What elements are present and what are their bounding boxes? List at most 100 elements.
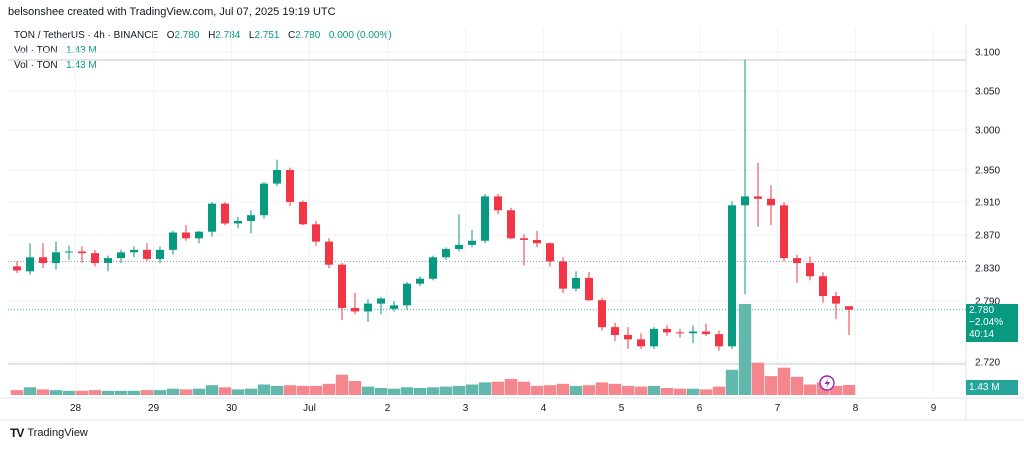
candle-body xyxy=(611,327,619,335)
x-tick-label: 2 xyxy=(385,403,391,414)
legend-high-value: 2.784 xyxy=(215,30,241,41)
candles[interactable] xyxy=(13,59,853,351)
time-axis[interactable]: 28 29 30 Jul 2 3 4 5 6 7 8 9 xyxy=(70,403,937,414)
candle[interactable] xyxy=(273,159,281,186)
candle[interactable] xyxy=(455,214,463,252)
candle[interactable] xyxy=(390,301,398,312)
candle[interactable] xyxy=(65,245,73,260)
candle[interactable] xyxy=(741,59,749,295)
candle[interactable] xyxy=(182,225,190,241)
candle[interactable] xyxy=(715,330,723,351)
candle[interactable] xyxy=(13,261,21,273)
candle[interactable] xyxy=(208,202,216,237)
candle[interactable] xyxy=(104,255,112,272)
candle[interactable] xyxy=(403,282,411,310)
candle-body xyxy=(169,232,177,250)
volume-bar xyxy=(153,390,167,395)
grid-lines xyxy=(0,24,1024,421)
candle-body xyxy=(351,307,359,312)
candle[interactable] xyxy=(650,327,658,349)
candle[interactable] xyxy=(780,202,788,262)
volume-bar xyxy=(309,385,323,395)
candle[interactable] xyxy=(429,255,437,281)
candle[interactable] xyxy=(676,328,684,338)
candle-body xyxy=(715,334,723,347)
candle[interactable] xyxy=(728,201,736,349)
candle[interactable] xyxy=(468,230,476,248)
price-axis[interactable]: 3.100 3.050 3.000 2.950 2.910 2.870 2.830 2.790… xyxy=(975,48,1000,369)
candle-body xyxy=(546,243,554,262)
candle[interactable] xyxy=(247,210,255,234)
candle-body xyxy=(767,198,775,206)
candle[interactable] xyxy=(819,272,827,303)
candle[interactable] xyxy=(533,230,541,248)
candle[interactable] xyxy=(442,247,450,260)
volume-bar xyxy=(400,387,414,395)
candle[interactable] xyxy=(585,272,593,301)
candle[interactable] xyxy=(637,333,645,349)
candle[interactable] xyxy=(598,297,606,331)
volume-bar xyxy=(101,390,115,395)
candle[interactable] xyxy=(689,325,697,343)
candle[interactable] xyxy=(195,230,203,244)
lightning-icon[interactable] xyxy=(819,375,835,391)
tradingview-logo[interactable]: TV TradingView xyxy=(10,426,88,440)
candle[interactable] xyxy=(156,246,164,264)
candle[interactable] xyxy=(312,220,320,246)
candle[interactable] xyxy=(364,299,372,322)
candle[interactable] xyxy=(338,263,346,321)
legend-volume-1[interactable]: Vol · TON 1.43 M xyxy=(14,45,97,56)
candle[interactable] xyxy=(78,246,86,264)
candle[interactable] xyxy=(572,271,580,292)
candle[interactable] xyxy=(91,249,99,267)
candle[interactable] xyxy=(702,323,710,336)
candle[interactable] xyxy=(39,243,47,268)
candle[interactable] xyxy=(767,185,775,226)
candle[interactable] xyxy=(260,182,268,219)
candle[interactable] xyxy=(520,234,528,266)
candle[interactable] xyxy=(793,254,801,283)
last-price: 2.780 xyxy=(969,305,995,316)
candle[interactable] xyxy=(559,257,567,293)
candle[interactable] xyxy=(754,162,762,227)
candle[interactable] xyxy=(325,238,333,268)
candle[interactable] xyxy=(507,207,515,240)
candle[interactable] xyxy=(832,291,840,320)
candle[interactable] xyxy=(377,296,385,315)
candle[interactable] xyxy=(624,327,632,349)
candle-body xyxy=(39,257,47,264)
candle-body xyxy=(845,306,853,310)
candle[interactable] xyxy=(663,325,671,336)
legend-volume-2[interactable]: Vol · TON 1.43 M xyxy=(14,60,97,71)
volume-bar xyxy=(478,382,492,395)
volume-bar xyxy=(660,388,674,395)
candle-body xyxy=(676,332,684,334)
candle-body xyxy=(598,300,606,328)
candle[interactable] xyxy=(234,216,242,229)
legend-symbol[interactable]: TON / TetherUS · 4h · BINANCE xyxy=(14,30,159,41)
candle[interactable] xyxy=(221,202,229,226)
candle[interactable] xyxy=(416,276,424,287)
candle[interactable] xyxy=(286,167,294,207)
candle[interactable] xyxy=(546,242,554,267)
candle[interactable] xyxy=(845,306,853,335)
volume-bar xyxy=(803,384,817,395)
volume-bar xyxy=(166,388,180,395)
candle[interactable] xyxy=(52,241,60,270)
candle[interactable] xyxy=(169,230,177,255)
candle-body xyxy=(13,266,21,271)
volume-bar xyxy=(361,386,375,395)
candle[interactable] xyxy=(806,256,814,281)
candle[interactable] xyxy=(351,292,359,315)
candle-body xyxy=(403,283,411,306)
candle[interactable] xyxy=(143,243,151,262)
candle[interactable] xyxy=(494,194,502,215)
candle[interactable] xyxy=(299,200,307,226)
candle-body xyxy=(832,296,840,304)
candle[interactable] xyxy=(26,243,34,275)
candle[interactable] xyxy=(481,194,489,244)
candle[interactable] xyxy=(117,249,125,264)
candle[interactable] xyxy=(130,246,138,258)
candle[interactable] xyxy=(611,322,619,342)
